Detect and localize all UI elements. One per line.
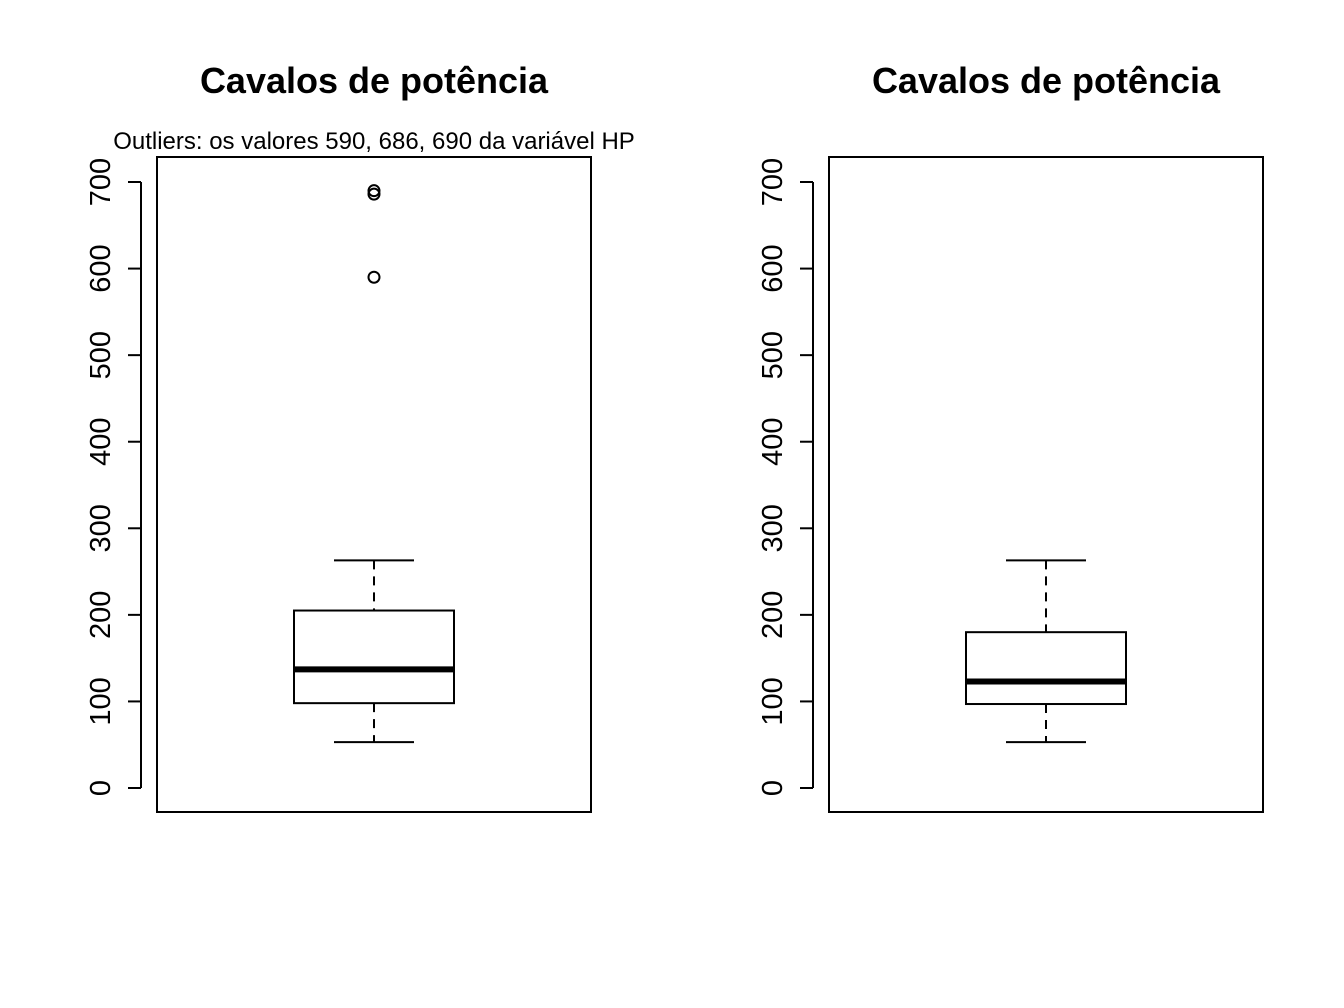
y-tick-label: 700 (85, 158, 117, 206)
y-tick-label: 300 (85, 504, 117, 552)
y-tick-label: 0 (757, 780, 789, 796)
y-tick-label: 100 (85, 677, 117, 725)
panel-1: Cavalos de potência Outliers: os valores … (85, 60, 635, 813)
y-tick-label: 100 (757, 677, 789, 725)
chart-title: Cavalos de potência (200, 60, 549, 101)
y-tick-label: 500 (85, 331, 117, 379)
plot-frame (828, 156, 1264, 813)
outlier-point (367, 184, 381, 198)
y-tick-label: 400 (757, 418, 789, 466)
y-tick-label: 200 (757, 591, 789, 639)
y-tick-label: 200 (85, 591, 117, 639)
y-tick-label: 400 (85, 418, 117, 466)
iqr-box (293, 609, 455, 705)
plot-frame (156, 156, 592, 813)
y-tick-label: 500 (757, 331, 789, 379)
y-tick-label: 600 (757, 244, 789, 292)
iqr-box (965, 631, 1127, 706)
y-tick-label: 600 (85, 244, 117, 292)
y-tick-label: 700 (757, 158, 789, 206)
chart-title: Cavalos de potência (872, 60, 1221, 101)
y-tick-label: 0 (85, 780, 117, 796)
y-tick-label: 300 (757, 504, 789, 552)
outlier-point (367, 270, 381, 284)
outlier-annotation: Outliers: os valores 590, 686, 690 da va… (113, 128, 635, 155)
panel-2: Cavalos de potência 0 100 200 300 400 500 600 70… (757, 60, 1264, 813)
